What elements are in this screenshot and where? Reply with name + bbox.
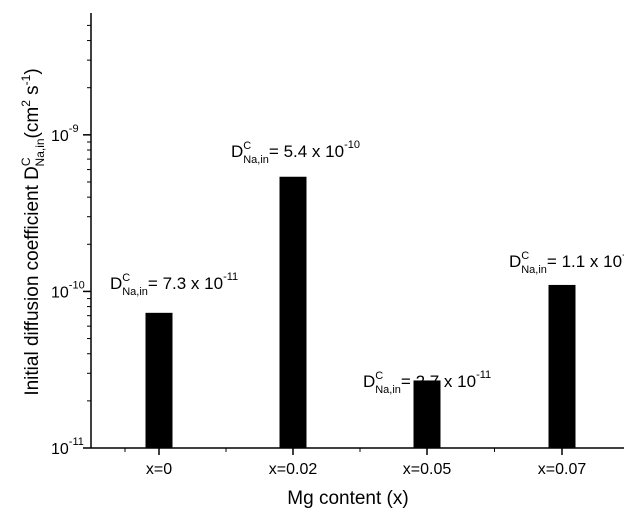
y-axis-label-sub: Na,in [33, 138, 47, 166]
y-axis-label-main: Initial diffusion coefficient D [22, 166, 43, 396]
annotation-symbol: D [509, 252, 521, 271]
annotation-subscript: Na,in [243, 154, 269, 166]
y-axis-label-units-sup1: 2 [19, 100, 33, 107]
annotation-superscript: C [521, 250, 529, 262]
y-tick-label-base: 10 [51, 284, 69, 301]
annotation-subscript: Na,in [521, 264, 547, 276]
y-axis-label-units: (cm [22, 107, 43, 139]
annotation-exponent: -11 [476, 369, 491, 381]
y-axis-label-units-mid: s [22, 85, 43, 100]
annotation-superscript: C [122, 272, 130, 284]
bar-value-annotation: DC Na,in= 2.7 x 10-11 [363, 369, 491, 396]
y-axis-label: Initial diffusion coefficient DCNa,in(cm… [19, 68, 47, 395]
annotation-value: = 7.3 x 10 [148, 274, 223, 293]
annotation-exponent: -10 [344, 139, 360, 151]
y-tick-label-exponent: -11 [69, 436, 84, 448]
y-tick-label-base: 10 [51, 128, 69, 145]
annotation-exponent: -11 [223, 271, 238, 283]
x-tick-label: x=0.05 [403, 461, 452, 478]
bar-value-annotation: DC Na,in= 1.1 x 10-10 [509, 249, 624, 276]
bar-value-annotation: DC Na,in= 5.4 x 10-10 [231, 139, 360, 166]
y-tick-label-exponent: -9 [69, 123, 79, 135]
y-axis-label-units-sup2: -1 [19, 74, 33, 85]
annotation-exponent: -10 [622, 249, 624, 261]
annotation-subscript: Na,in [122, 286, 148, 298]
x-axis-label: Mg content (x) [287, 488, 408, 509]
bar-x-0 [145, 312, 173, 448]
annotation-subscript: Na,in [375, 384, 401, 396]
x-tick-label: x=0.07 [538, 461, 587, 478]
bar-x-0-05 [413, 380, 441, 448]
annotation-value: = 5.4 x 10 [269, 142, 344, 161]
annotation-value: = 2.7 x 10 [401, 372, 476, 391]
annotation-symbol: D [110, 274, 122, 293]
y-tick-label-exponent: -10 [69, 279, 85, 291]
bar-value-annotation: DC Na,in= 7.3 x 10-11 [110, 271, 238, 298]
y-axis-label-units-end: ) [22, 68, 43, 74]
bars-group [145, 176, 576, 449]
annotation-superscript: C [243, 140, 251, 152]
bar-x-0-07 [548, 284, 576, 448]
annotation-value: = 1.1 x 10 [547, 252, 622, 271]
annotation-symbol: D [363, 372, 375, 391]
annotation-superscript: C [375, 370, 383, 382]
x-tick-label: x=0.02 [269, 461, 318, 478]
y-tick-label: 10-10 [51, 279, 85, 301]
y-axis-label-sup: C [19, 157, 33, 166]
y-tick-label: 10-9 [51, 123, 79, 145]
bar-x-0-02 [279, 176, 307, 449]
y-tick-label-base: 10 [51, 441, 69, 458]
y-tick-label: 10-11 [51, 436, 84, 458]
annotation-symbol: D [231, 142, 243, 161]
x-tick-label: x=0 [146, 461, 172, 478]
